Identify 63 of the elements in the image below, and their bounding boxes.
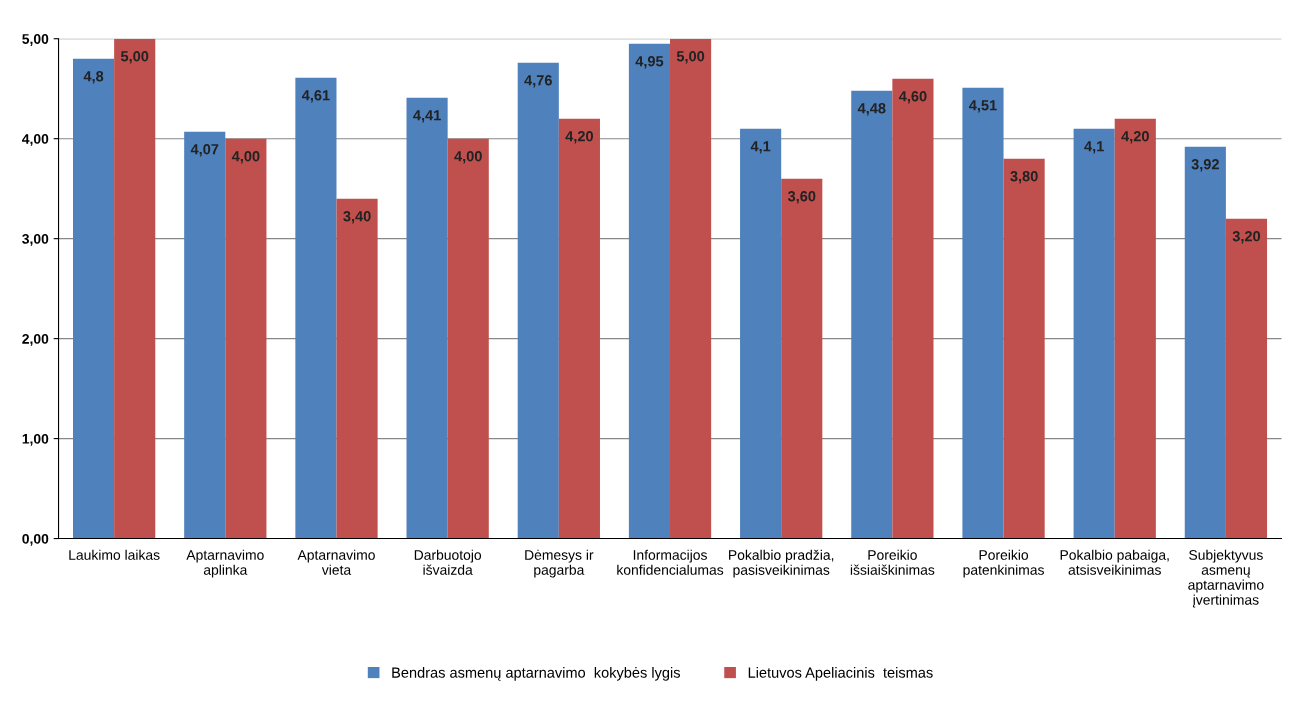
data-label: 3,92 <box>1191 159 1219 172</box>
data-label: 5,00 <box>676 51 705 64</box>
data-label: 4,48 <box>857 103 886 116</box>
bar <box>1184 146 1226 539</box>
bar <box>851 90 893 539</box>
bar <box>336 198 378 539</box>
bar <box>1073 128 1115 539</box>
x-tick-label: Darbuotojo išvaizda <box>414 549 482 575</box>
bar <box>781 178 823 539</box>
data-label: 4,95 <box>635 56 664 69</box>
data-label: 4,51 <box>969 100 997 113</box>
x-tick-label: Pokalbio pradžia, pasisveikinimas <box>729 549 834 578</box>
bar <box>628 43 671 539</box>
y-tick-label: 1,00 <box>22 433 49 446</box>
bar <box>184 131 226 539</box>
bar <box>1003 158 1045 539</box>
y-tick-label: 5,00 <box>22 34 49 46</box>
data-label: 4,20 <box>1121 131 1149 144</box>
bar <box>295 77 337 539</box>
bar <box>73 58 115 539</box>
bar <box>406 97 448 539</box>
bar <box>740 128 782 539</box>
y-tick-label: 0,00 <box>22 533 49 546</box>
data-label: 5,00 <box>120 51 149 64</box>
x-tick-label: Laukimo laikas <box>69 549 160 560</box>
bar <box>114 38 156 539</box>
bar <box>670 38 712 539</box>
data-label: 4,8 <box>83 71 104 84</box>
legend-label: Lietuvos Apeliacinis teismas <box>748 667 933 681</box>
x-tick-label: Dėmesys ir pagarba <box>525 549 594 578</box>
x-tick-label: Subjektyvus asmenų aptarnavimo įvertinimas <box>1188 549 1264 608</box>
data-label: 4,60 <box>898 91 927 104</box>
data-label: 4,00 <box>454 151 482 164</box>
data-label: 4,1 <box>1084 141 1104 154</box>
x-tick-label: Aptarnavimo aplinka <box>186 549 264 578</box>
y-tick-label: 4,00 <box>22 134 49 146</box>
y-tick-label: 3,00 <box>22 233 49 246</box>
x-tick-label: Pokalbio pabaiga, atsisveikinimas <box>1060 549 1169 575</box>
data-label: 4,00 <box>231 151 260 164</box>
data-label: 4,41 <box>413 110 441 123</box>
data-label: 4,20 <box>565 131 593 144</box>
bar <box>962 87 1004 539</box>
data-label: 4,61 <box>301 90 330 103</box>
data-label: 3,20 <box>1232 231 1261 244</box>
bar <box>1225 218 1268 539</box>
bar <box>447 138 489 539</box>
data-label: 4,76 <box>524 75 552 88</box>
data-label: 4,1 <box>750 141 771 154</box>
bar <box>892 78 934 539</box>
legend-label: Bendras asmenų aptarnavimo kokybės lygis <box>392 667 680 681</box>
bar <box>1114 118 1156 539</box>
data-label: 4,07 <box>190 144 219 157</box>
x-tick-label: Poreikio išsiaiškinimas <box>850 549 935 575</box>
bar <box>558 118 600 539</box>
x-tick-label: Poreikio patenkinimas <box>963 549 1044 578</box>
data-label: 3,40 <box>343 211 371 224</box>
y-tick-label: 2,00 <box>22 333 49 346</box>
bar <box>225 138 267 539</box>
x-tick-label: Aptarnavimo vieta <box>297 549 375 575</box>
bar <box>517 62 559 539</box>
x-tick-label: Informacijos konfidencialumas <box>617 549 724 575</box>
data-label: 3,60 <box>787 191 816 204</box>
data-label: 3,80 <box>1010 171 1038 184</box>
